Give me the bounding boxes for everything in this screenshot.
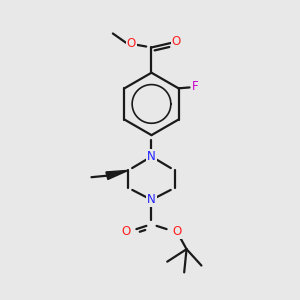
Text: O: O [172, 35, 181, 48]
Text: O: O [127, 38, 136, 50]
Text: F: F [192, 80, 199, 93]
Polygon shape [106, 170, 128, 179]
Text: N: N [147, 150, 156, 163]
Text: O: O [172, 225, 182, 239]
Text: O: O [121, 225, 130, 239]
Text: N: N [147, 193, 156, 206]
